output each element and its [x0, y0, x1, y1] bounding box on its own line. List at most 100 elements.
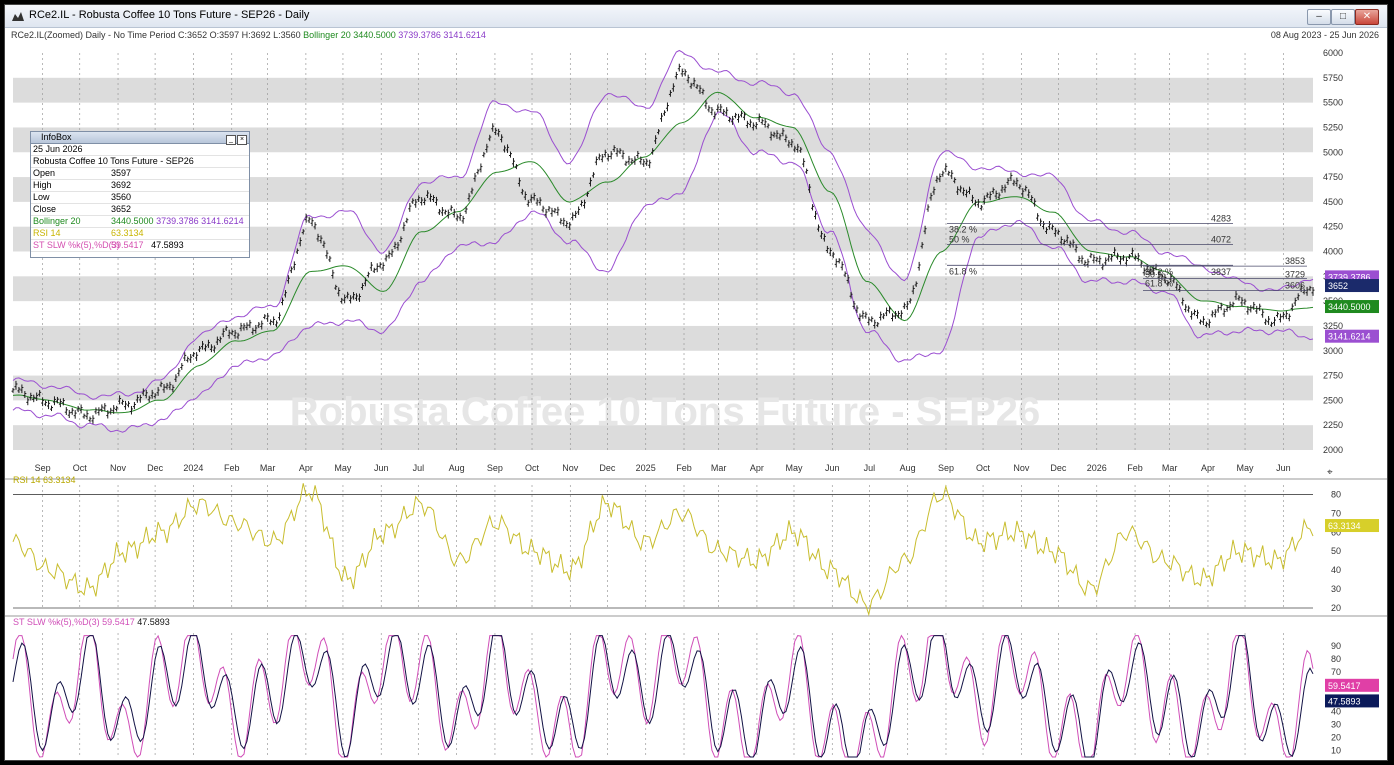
- fib2-value: 3729: [1285, 269, 1305, 279]
- close-button[interactable]: ✕: [1355, 9, 1379, 25]
- infobox-panel[interactable]: InfoBox _ × 25 Jun 2026 Robusta Coffee 10…: [30, 131, 250, 258]
- price-y-tick-label: 5750: [1323, 73, 1343, 83]
- x-tick-label: Mar: [711, 463, 727, 473]
- minimize-button[interactable]: –: [1307, 9, 1331, 25]
- chart-info-line: RCe2.IL(Zoomed) Daily - No Time Period C…: [11, 30, 486, 40]
- price-band-shade: [13, 425, 1313, 450]
- x-tick-label: Mar: [260, 463, 276, 473]
- info-bollinger-bands: 3739.3786 3141.6214: [398, 30, 486, 40]
- x-tick-label: Aug: [900, 463, 916, 473]
- price-y-tick-label: 2750: [1323, 371, 1343, 381]
- rsi-value-tag: 63.3134: [1328, 521, 1361, 531]
- info-bollinger-mid: 3440.5000: [353, 30, 396, 40]
- info-bollinger-label: Bollinger 20: [303, 30, 351, 40]
- price-y-tick-label: 3250: [1323, 321, 1343, 331]
- chart-window: RCe2.IL - Robusta Coffee 10 Tons Future …: [4, 4, 1388, 761]
- x-tick-label: Mar: [1162, 463, 1178, 473]
- price-y-tick-label: 2250: [1323, 420, 1343, 430]
- x-tick-label: Oct: [525, 463, 540, 473]
- stoch-k-tag: 59.5417: [1328, 681, 1361, 691]
- fib2-level-label: 38.2 %: [1145, 267, 1173, 277]
- x-tick-label: 2024: [183, 463, 203, 473]
- fib2-level-label: 50 %: [1145, 269, 1166, 279]
- rsi-value-tag-bg: [1325, 519, 1379, 533]
- infobox-header[interactable]: InfoBox _ ×: [31, 132, 249, 145]
- lower-band-tag: 3141.6214: [1328, 332, 1371, 342]
- price-y-tick-label: 4500: [1323, 197, 1343, 207]
- bollinger-lower-line: [12, 111, 1314, 433]
- price-y-tick-label: 4250: [1323, 222, 1343, 232]
- infobox-row-stoch: ST SLW %k(5),%D(3) 59.5417 47.5893: [31, 240, 249, 252]
- fib1-value: 4283: [1211, 213, 1231, 223]
- maximize-button[interactable]: □: [1331, 9, 1355, 25]
- x-tick-label: 2026: [1087, 463, 1107, 473]
- x-tick-label: May: [1237, 463, 1255, 473]
- x-tick-label: Apr: [299, 463, 313, 473]
- chart-canvas[interactable]: Sep Oct Robusta Coffee 10 Tons Future - SE…: [5, 5, 1387, 760]
- lower-band-tag-bg: [1325, 329, 1379, 343]
- stoch-panel-d-value: 47.5893: [137, 617, 170, 627]
- fib2-level-label: 61.8 %: [1145, 279, 1173, 289]
- infobox-row-open: Open 3597: [31, 168, 249, 180]
- rsi-y-tick-label: 40: [1331, 565, 1341, 575]
- x-tick-label: May: [785, 463, 803, 473]
- crosshair-icon: ⌖: [1327, 467, 1333, 478]
- price-y-tick-label: 4000: [1323, 247, 1343, 257]
- upper-band-tag: 3739.3786: [1328, 272, 1371, 282]
- rsi-panel-label: RSI 14 63.3134: [13, 475, 76, 485]
- price-y-tick-label: 5250: [1323, 122, 1343, 132]
- mid-band-tag-bg: [1325, 300, 1379, 314]
- chart-app-icon: [12, 12, 24, 21]
- infobox-row-close: Close 3652: [31, 204, 249, 216]
- infobox-date: 25 Jun 2026: [31, 144, 249, 156]
- infobox-row-high: High 3692: [31, 180, 249, 192]
- stoch-y-tick-label: 90: [1331, 641, 1341, 651]
- x-tick-label: Dec: [1050, 463, 1067, 473]
- price-y-tick-label: 2500: [1323, 395, 1343, 405]
- date-range: 08 Aug 2023 - 25 Jun 2026: [1270, 30, 1379, 40]
- stoch-y-tick-label: 70: [1331, 667, 1341, 677]
- price-band-shade: [13, 77, 1313, 103]
- price-band-shade: [13, 276, 1313, 302]
- x-tick-label: 2025: [636, 463, 656, 473]
- rsi-y-tick-label: 70: [1331, 508, 1341, 518]
- x-tick-label: Jul: [864, 463, 876, 473]
- x-tick-label: Oct: [73, 463, 88, 473]
- fib1-level-label: 61.8 %: [949, 266, 977, 276]
- infobox-title: InfoBox: [41, 132, 72, 142]
- fib1-level-label: 38.2 %: [949, 224, 977, 234]
- bollinger-upper-line: [12, 49, 1314, 400]
- stoch-d-line: [12, 635, 1314, 758]
- infobox-close-icon[interactable]: ×: [237, 135, 247, 145]
- stoch-y-tick-label: 40: [1331, 706, 1341, 716]
- x-tick-label: Nov: [562, 463, 579, 473]
- rsi-y-tick-label: 50: [1331, 546, 1341, 556]
- x-tick-label: May: [334, 463, 352, 473]
- stoch-y-tick-label: 20: [1331, 732, 1341, 742]
- x-tick-label: Dec: [599, 463, 616, 473]
- fib2-value: 3837: [1211, 267, 1231, 277]
- x-tick-label: Sep: [938, 463, 954, 473]
- stoch-d-tag: 47.5893: [1328, 696, 1361, 706]
- stoch-y-tick-label: 80: [1331, 654, 1341, 664]
- x-tick-label: Jul: [413, 463, 425, 473]
- x-tick-label: Feb: [1127, 463, 1143, 473]
- rsi-y-tick-label: 30: [1331, 584, 1341, 594]
- x-tick-label: Apr: [750, 463, 764, 473]
- stoch-d-tag-bg: [1325, 694, 1379, 708]
- title-bar[interactable]: RCe2.IL - Robusta Coffee 10 Tons Future …: [5, 5, 1387, 28]
- x-tick-label: Jun: [374, 463, 389, 473]
- rsi-line: [12, 483, 1314, 617]
- infobox-minimize-icon[interactable]: _: [226, 135, 236, 145]
- x-tick-label: Oct: [976, 463, 991, 473]
- price-band-shade: [13, 375, 1313, 401]
- price-y-tick-label: 5500: [1323, 98, 1343, 108]
- infobox-row-bollinger: Bollinger 20 3440.5000 3739.3786 3141.621…: [31, 216, 249, 228]
- x-tick-label: Aug: [449, 463, 465, 473]
- stoch-y-tick-label: 10: [1331, 745, 1341, 755]
- stoch-k-line: [12, 634, 1314, 758]
- mid-band-tag: 3440.5000: [1328, 302, 1371, 312]
- x-tick-label: Dec: [147, 463, 164, 473]
- price-y-tick-label: 3000: [1323, 346, 1343, 356]
- fib2-value: 3853: [1285, 256, 1305, 266]
